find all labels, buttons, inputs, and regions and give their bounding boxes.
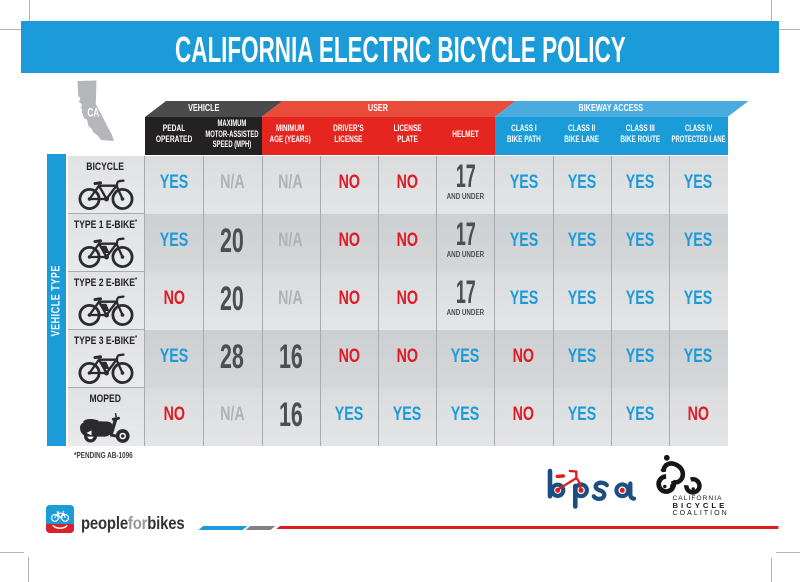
- svg-text:COALITION: COALITION: [673, 509, 729, 517]
- svg-text:CALIFORNIA: CALIFORNIA: [673, 495, 723, 502]
- svg-text:BICYCLE: BICYCLE: [673, 501, 728, 510]
- svg-text:CA: CA: [87, 107, 99, 120]
